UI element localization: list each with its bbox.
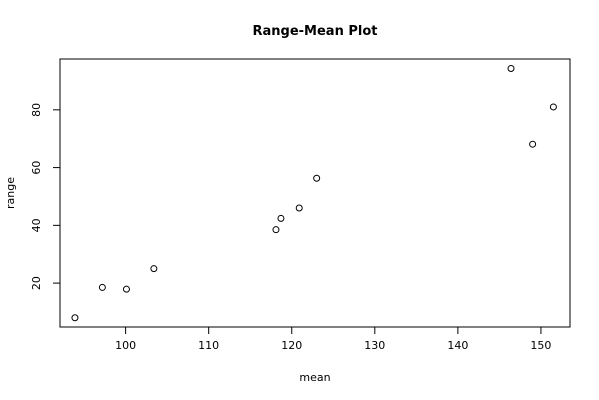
data-point [122, 285, 130, 293]
x-axis: 100 110 120 130 140 150 [115, 326, 551, 352]
data-point [507, 65, 515, 73]
data-point [295, 204, 303, 212]
y-axis: 20 40 60 80 [30, 103, 61, 290]
x-tick-label: 120 [281, 339, 302, 352]
x-tick-label: 100 [115, 339, 136, 352]
x-tick-label: 150 [530, 339, 551, 352]
data-point [150, 265, 158, 273]
y-tick-label: 80 [30, 103, 43, 117]
data-point [71, 314, 79, 322]
y-tick-label: 40 [30, 218, 43, 232]
y-tick-label: 20 [30, 276, 43, 290]
data-point [313, 174, 321, 182]
data-point [98, 283, 106, 291]
x-axis-label: mean [299, 371, 330, 384]
x-tick-label: 110 [198, 339, 219, 352]
y-axis-label: range [4, 177, 17, 209]
y-tick-label: 60 [30, 161, 43, 175]
plot-frame [59, 58, 571, 328]
data-point [549, 103, 557, 111]
data-point [277, 214, 285, 222]
x-tick-label: 130 [364, 339, 385, 352]
data-points [71, 65, 557, 322]
chart-title: Range-Mean Plot [253, 24, 378, 39]
data-point [272, 226, 280, 234]
data-point [529, 140, 537, 148]
x-tick-label: 140 [447, 339, 468, 352]
